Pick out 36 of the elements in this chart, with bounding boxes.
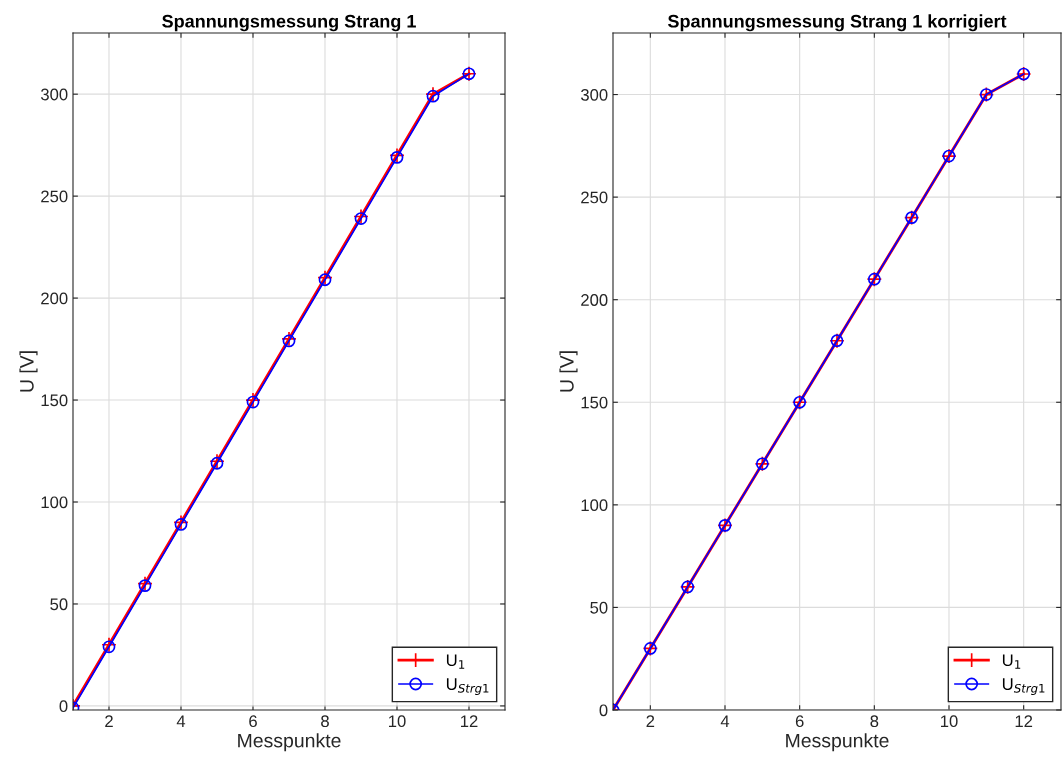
x-tick-label: 8 [870, 715, 879, 728]
y-tick-label: 300 [580, 88, 608, 101]
y-tick-label: 150 [581, 396, 608, 409]
x-tick-label: 6 [795, 715, 804, 728]
y-axis-title: U [V] [19, 351, 38, 392]
y-tick-label: 100 [41, 496, 68, 509]
x-axis-title: Messpunkte [786, 733, 889, 752]
x-tick-label: 2 [105, 715, 113, 727]
y-tick-label: 300 [40, 88, 68, 101]
x-axis-title: Messpunkte [238, 733, 341, 752]
y-tick-label: 0 [599, 704, 608, 717]
x-tick-label: 4 [176, 715, 186, 727]
x-tick-label: 10 [389, 715, 406, 728]
chart-title: Spannungsmessung Strang 1 [162, 14, 416, 32]
x-tick-label: 6 [249, 715, 257, 728]
x-tick-label: 12 [461, 715, 478, 727]
y-tick-label: 150 [41, 394, 68, 407]
y-tick-label: 50 [590, 601, 608, 614]
x-tick-label: 4 [720, 715, 730, 727]
x-tick-label: 12 [1015, 715, 1033, 727]
y-tick-label: 0 [59, 700, 68, 713]
legend-label: U$_{Strg1}$ [446, 678, 489, 695]
y-tick-label: 100 [581, 499, 608, 512]
x-tick-label: 8 [321, 715, 329, 728]
chart-title: Spannungsmessung Strang 1 korrigiert [667, 14, 1007, 32]
y-tick-label: 200 [41, 292, 68, 305]
legend-label: U$_{Strg1}$ [1002, 678, 1045, 695]
y-tick-label: 200 [581, 294, 608, 306]
x-tick-label: 10 [941, 715, 958, 728]
y-axis-title: U [V] [559, 351, 578, 392]
y-tick-label: 250 [41, 190, 68, 203]
x-tick-label: 2 [646, 715, 655, 727]
legend-label: U$_{1}$ [1002, 654, 1021, 669]
y-tick-label: 50 [50, 598, 68, 611]
legend-label: U$_{1}$ [446, 654, 465, 669]
y-tick-label: 250 [581, 191, 608, 204]
